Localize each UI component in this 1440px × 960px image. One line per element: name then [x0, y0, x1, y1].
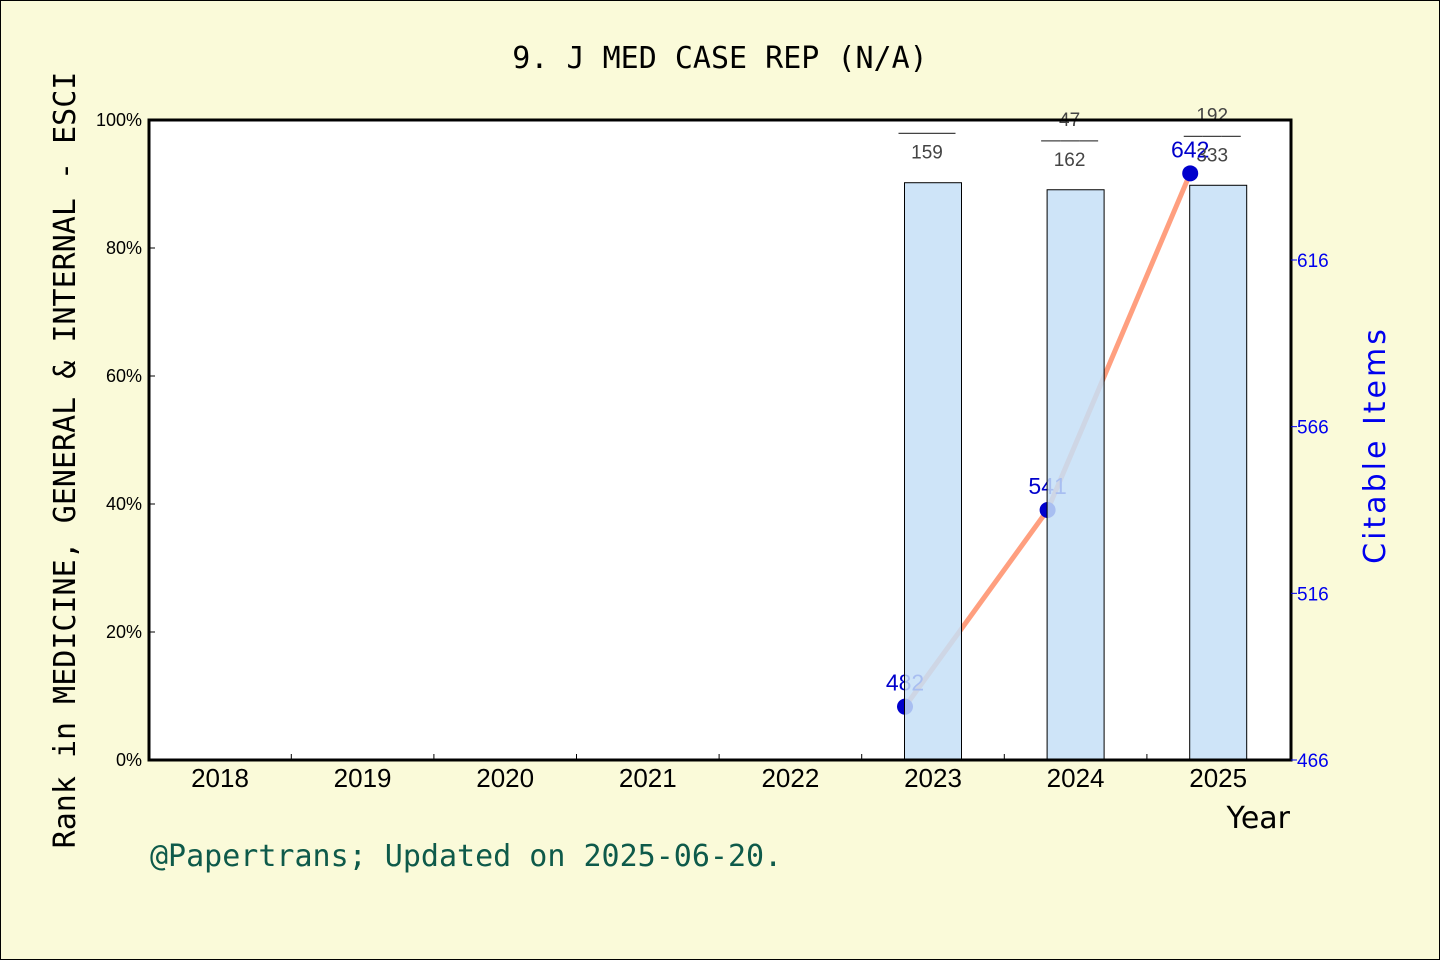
- x-tick-label: 2024: [1047, 763, 1105, 793]
- data-point: [1182, 165, 1199, 182]
- y-tick-label: 60%: [106, 366, 142, 386]
- y-tick-label: 40%: [106, 494, 142, 514]
- x-tick-label: 2025: [1189, 763, 1247, 793]
- x-tick-label: 2023: [904, 763, 962, 793]
- chart-title: 9. J MED CASE REP (N/A): [512, 41, 927, 76]
- rank-divider: ———: [1041, 130, 1098, 151]
- rank-bars: [904, 182, 1248, 761]
- left-axis: 0% 20% 40% 60% 80% 100%: [96, 110, 155, 770]
- rank-divider: ———: [899, 123, 956, 144]
- x-axis: 2018 2019 2020 2021 2022 2023 2024 2025: [191, 754, 1247, 793]
- rank-numerator: 192: [1196, 105, 1228, 126]
- x-tick-label: 2020: [476, 763, 534, 793]
- y-axis-label: Rank in MEDICINE, GENERAL & INTERNAL - E…: [48, 72, 83, 849]
- plot-area: [149, 120, 1291, 760]
- y2-axis-label: Citable Items: [1358, 326, 1393, 564]
- right-axis: 466 516 566 616: [1291, 251, 1329, 772]
- y-tick-label: 100%: [96, 110, 142, 130]
- plot-frame: [147, 118, 1293, 762]
- y-tick-label: 0%: [116, 750, 142, 770]
- y-tick-label: 20%: [106, 622, 142, 642]
- y2-tick-label: 466: [1297, 751, 1329, 772]
- rank-bar: [1046, 189, 1105, 761]
- x-axis-label: Year: [1225, 801, 1290, 836]
- rank-bar: [904, 182, 962, 761]
- x-tick-label: 2021: [619, 763, 677, 793]
- y2-tick-label: 566: [1297, 418, 1329, 439]
- rank-denominator: 333: [1196, 145, 1228, 166]
- point-value-label: 642: [1171, 136, 1209, 162]
- rank-divider: ———: [1184, 125, 1241, 146]
- x-tick-label: 2022: [761, 763, 819, 793]
- y2-tick-label: 616: [1297, 251, 1329, 272]
- rank-bar: [1189, 184, 1248, 761]
- rank-denominator: 162: [1054, 150, 1086, 171]
- footer-credit: @Papertrans; Updated on 2025-06-20.: [150, 839, 782, 874]
- x-tick-label: 2018: [191, 763, 249, 793]
- y2-tick-label: 516: [1297, 584, 1329, 605]
- x-tick-label: 2019: [334, 763, 392, 793]
- rank-denominator: 159: [911, 143, 943, 164]
- y-tick-label: 80%: [106, 238, 142, 258]
